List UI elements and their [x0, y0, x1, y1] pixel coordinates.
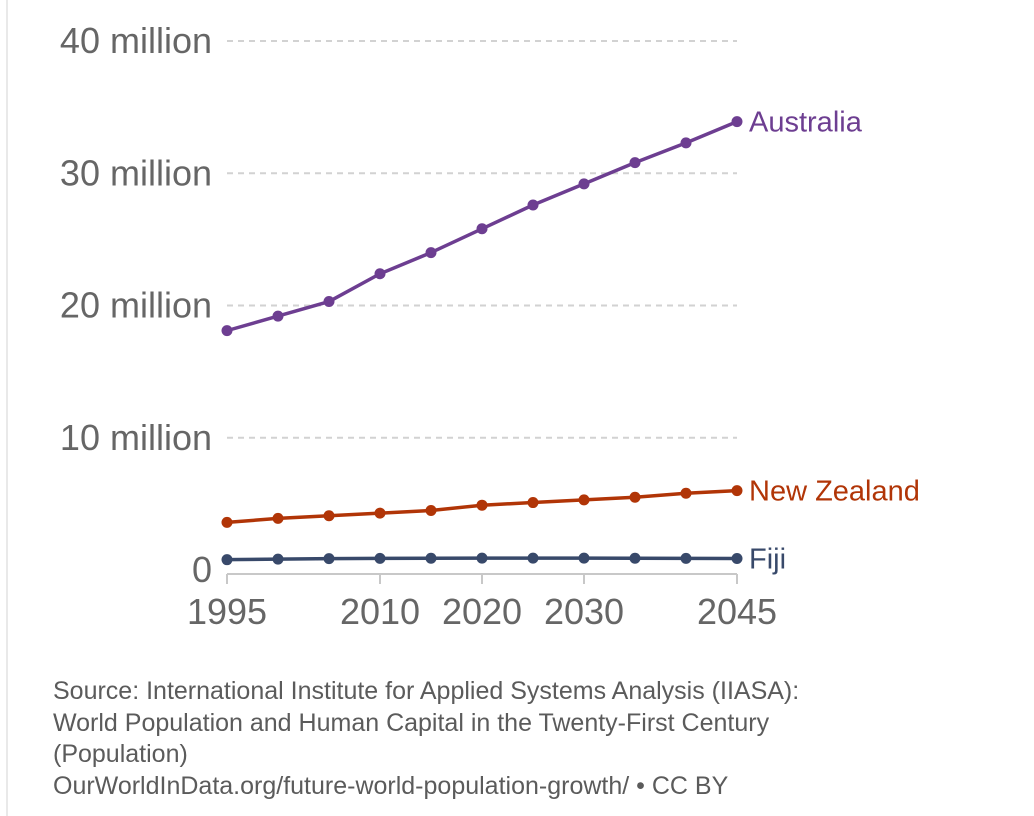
y-tick-label: 10 million: [60, 417, 212, 458]
gridlines: [227, 40, 737, 439]
data-point: [374, 268, 386, 280]
data-point: [221, 516, 233, 528]
source-line-2: World Population and Human Capital in th…: [53, 708, 770, 737]
data-point: [731, 116, 743, 128]
data-point: [527, 199, 539, 211]
y-tick-label: 20 million: [60, 285, 212, 326]
data-point: [425, 504, 437, 516]
source-line-4: OurWorldInData.org/future-world-populati…: [53, 771, 729, 800]
data-point: [527, 497, 539, 509]
data-point: [527, 552, 539, 564]
y-axis-ticks: 0 10 million 20 million 30 million 40 millio…: [60, 20, 212, 590]
data-point: [680, 487, 692, 499]
line-chart: 0 10 million 20 million 30 million 40 millio…: [60, 20, 920, 632]
series-label: Australia: [749, 107, 863, 139]
data-point: [476, 499, 488, 511]
data-point: [221, 325, 233, 337]
data-point: [374, 507, 386, 519]
data-point: [578, 494, 590, 506]
data-point: [425, 552, 437, 564]
data-point: [629, 157, 641, 169]
source-note: Source: International Institute for Appl…: [53, 676, 1003, 802]
data-point: [578, 178, 590, 190]
data-point: [629, 552, 641, 564]
data-point: [323, 553, 335, 565]
data-point: [272, 553, 284, 565]
series-labels: Australia New Zealand Fiji: [749, 107, 920, 576]
data-point: [731, 485, 743, 497]
source-line-3: (Population): [53, 740, 188, 768]
data-point: [323, 510, 335, 522]
series-group: [221, 116, 743, 566]
y-tick-label: 30 million: [60, 152, 212, 193]
data-point: [476, 552, 488, 564]
data-point: [323, 296, 335, 308]
data-point: [425, 247, 437, 259]
x-axis: 1995 2010 2020 2030 2045: [187, 573, 777, 632]
x-tick-label: 1995: [187, 591, 267, 632]
series-label: New Zealand: [749, 476, 920, 508]
data-point: [476, 223, 488, 235]
x-tick-label: 2045: [697, 591, 777, 632]
data-point: [578, 552, 590, 564]
data-point: [680, 137, 692, 149]
x-tick-label: 2020: [442, 591, 522, 632]
left-border: [6, 0, 8, 816]
data-point: [680, 552, 692, 564]
source-line-1: Source: International Institute for Appl…: [53, 677, 800, 705]
data-point: [272, 310, 284, 322]
series-label: Fiji: [749, 543, 786, 575]
y-tick-label: 0: [192, 549, 212, 590]
data-point: [731, 552, 743, 564]
data-point: [629, 491, 641, 503]
data-point: [374, 552, 386, 564]
x-tick-label: 2030: [544, 591, 624, 632]
data-point: [272, 512, 284, 524]
y-tick-label: 40 million: [60, 20, 212, 61]
x-tick-label: 2010: [340, 591, 420, 632]
data-point: [221, 554, 233, 566]
